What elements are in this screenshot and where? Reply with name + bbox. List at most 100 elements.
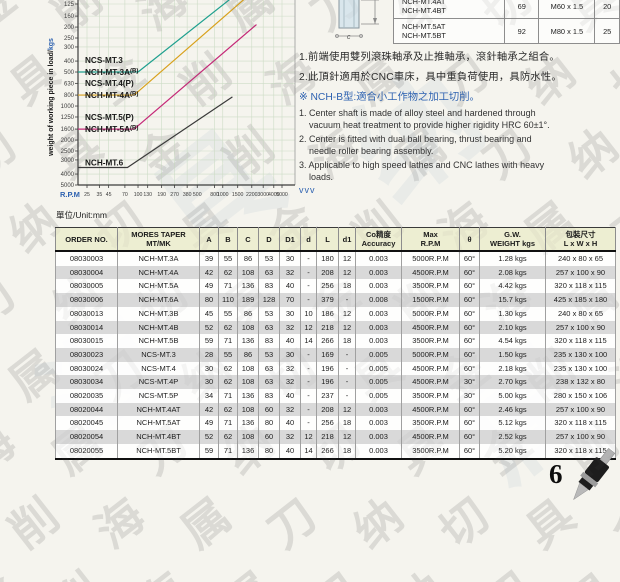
table-cell: 186	[316, 306, 339, 321]
table-cell: 4.42 kgs	[479, 279, 546, 294]
table-cell: 218	[316, 320, 339, 335]
table-cell: 136	[237, 416, 259, 431]
series-label: NCH-MT.6	[85, 158, 124, 167]
series-label: NCH-MT-4A(B)	[85, 91, 138, 100]
table-cell: 240 x 80 x 65	[545, 251, 616, 266]
table-cell: 53	[258, 251, 280, 266]
note-highlight: ※ NCH-B型:適合小工作物之加工切削。	[299, 92, 480, 103]
series-line	[78, 0, 230, 73]
table-cell: 12	[300, 430, 317, 444]
y-tick-label: 800	[64, 93, 75, 99]
watermark-char: 海	[0, 413, 26, 485]
table-cell: 32	[279, 361, 301, 376]
table-cell: 169	[316, 347, 339, 362]
table-cell: 3500R.P.M	[401, 389, 460, 403]
table-cell: 32	[279, 320, 301, 335]
table-row: 08030005 NCH-MT.5A 49 71 136 83 40-256 18 0.003 3…	[55, 279, 616, 294]
table-cell: 30	[279, 347, 301, 362]
thread-spec-cell: 92	[504, 18, 540, 44]
table-cell: 60°	[459, 347, 480, 362]
table-cell: 4500R.P.M	[401, 265, 460, 280]
table-cell: 10	[300, 306, 317, 321]
watermark-char: 纳	[381, 555, 458, 582]
table-cell: 1.50 kgs	[479, 347, 546, 362]
table-cell: 0.003	[355, 279, 402, 294]
table-cell: 62	[218, 430, 238, 444]
table-cell: -	[338, 293, 356, 307]
watermark-char: 削	[37, 555, 114, 582]
table-cell: 12	[338, 320, 356, 335]
table-cell: 63	[258, 361, 280, 376]
watermark-char: 刀	[257, 487, 327, 559]
x-tick-label: 35	[96, 192, 102, 198]
y-tick-label: 3000	[61, 158, 75, 164]
table-cell: 59	[199, 443, 219, 460]
watermark-char: 削	[37, 555, 114, 582]
column-header: d1	[338, 227, 356, 252]
table-cell: 0.003	[355, 265, 402, 280]
watermark-char: 切	[429, 487, 499, 559]
table-cell: 12	[338, 306, 356, 321]
table-cell: 5.20 kgs	[479, 443, 546, 460]
x-tick-label: 190	[157, 192, 166, 198]
x-tick-label: 1500	[232, 192, 244, 198]
table-cell: 0.005	[355, 347, 402, 362]
table-cell: 2.08 kgs	[479, 265, 546, 280]
y-tick-label: 160	[64, 14, 75, 20]
y-tick-label: 1250	[61, 115, 75, 121]
table-cell: 12	[338, 265, 356, 280]
live-center-svg	[573, 447, 616, 501]
column-header: ORDER NO.	[55, 227, 118, 252]
table-cell: -	[338, 347, 356, 362]
table-cell: 49	[199, 416, 219, 431]
table-cell: 08020044	[55, 402, 118, 417]
table-cell: 71	[218, 389, 238, 403]
thread-spec-row: NCH-MT.5AT NCH-MT.5BT 92 M80 x 1.5 25	[392, 18, 620, 44]
table-cell: 320 x 118 x 115	[545, 416, 616, 431]
table-cell: 86	[237, 347, 259, 362]
table-cell: 71	[218, 416, 238, 431]
table-cell: 2.46 kgs	[479, 402, 546, 417]
dimension-end	[335, 34, 339, 38]
table-cell: 0.003	[355, 251, 402, 266]
x-tick-label: 1000	[217, 192, 229, 198]
table-cell: 320 x 118 x 115	[545, 334, 616, 348]
y-tick-label: 500	[64, 70, 75, 76]
table-cell: 14	[300, 443, 317, 460]
x-tick-label: 3000	[257, 192, 269, 198]
table-cell: 18	[338, 279, 356, 294]
column-header: G.W. WEIGHT kgs	[479, 227, 546, 252]
table-cell: 266	[316, 334, 339, 348]
table-cell: 62	[218, 265, 238, 280]
watermark-char: 切	[0, 117, 26, 189]
table-cell: 80	[199, 293, 219, 307]
table-cell: 08030013	[55, 306, 118, 321]
table-cell: NCH-MT.4A	[117, 265, 200, 280]
table-cell: 196	[316, 361, 339, 376]
table-cell: 14	[300, 334, 317, 348]
table-cell: 196	[316, 375, 339, 390]
table-cell: 18	[338, 334, 356, 348]
column-header: θ	[459, 227, 480, 252]
table-cell: 136	[237, 443, 259, 460]
watermark-char: 具	[553, 555, 620, 582]
x-tick-label: 380	[183, 192, 192, 198]
table-row: 08020054 NCH-MT.4BT 52 62 108 60 32 12 218 12 0.00…	[55, 430, 616, 444]
watermark-char: 纳	[381, 555, 458, 582]
dimension-arrow	[373, 18, 377, 24]
table-cell: -	[300, 402, 317, 417]
table-cell: 86	[237, 251, 259, 266]
table-cell: 63	[258, 265, 280, 280]
thread-section-svg: c	[335, 0, 379, 41]
y-tick-label: 1600	[61, 127, 75, 133]
table-cell: 256	[316, 279, 339, 294]
table-cell: 108	[237, 402, 259, 417]
table-cell: 71	[218, 279, 238, 294]
watermark-char: 削	[0, 487, 69, 559]
table-cell: 136	[237, 334, 259, 348]
table-cell: NCS-MT.4P	[117, 375, 200, 390]
table-cell: -	[300, 375, 317, 390]
center-nose	[578, 477, 594, 491]
table-cell: 108	[237, 430, 259, 444]
